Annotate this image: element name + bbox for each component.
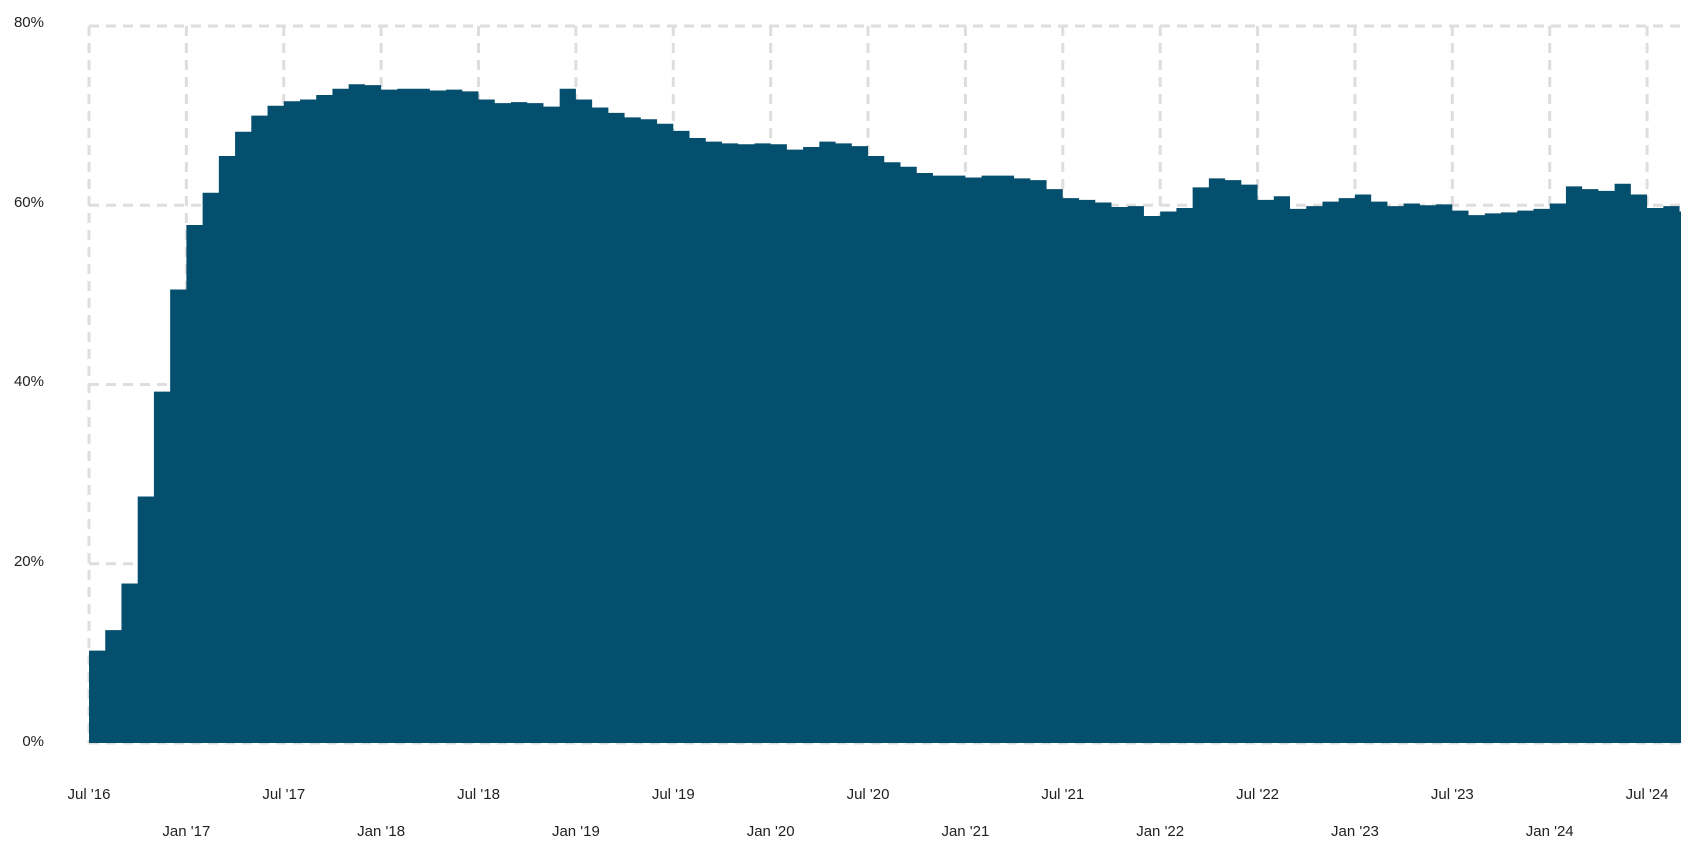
area-series <box>89 84 1681 744</box>
y-tick-label: 40% <box>14 373 44 390</box>
x-tick-label: Jul '19 <box>652 786 695 803</box>
x-tick-label: Jan '24 <box>1526 823 1574 840</box>
y-tick-label: 0% <box>22 733 44 750</box>
x-tick-label: Jan '23 <box>1331 823 1379 840</box>
y-tick-label: 20% <box>14 553 44 570</box>
y-tick-label: 60% <box>14 194 44 211</box>
x-tick-label: Jul '22 <box>1236 786 1279 803</box>
x-tick-label: Jul '23 <box>1431 786 1474 803</box>
x-axis-upper: Jul '16 Jul '17 Jul '18 Jul '19 Jul '20 Jul '… <box>68 786 1669 803</box>
x-tick-label: Jul '20 <box>847 786 890 803</box>
x-axis-lower: Jan '17 Jan '18 Jan '19 Jan '20 Jan '21 Jan '… <box>162 823 1573 840</box>
x-tick-label: Jul '17 <box>262 786 305 803</box>
y-tick-label: 80% <box>14 14 44 31</box>
x-tick-label: Jan '21 <box>941 823 989 840</box>
x-tick-label: Jan '17 <box>162 823 210 840</box>
x-tick-label: Jul '21 <box>1041 786 1084 803</box>
y-axis: 0% 20% 40% 60% 80% <box>14 14 44 750</box>
x-tick-label: Jan '20 <box>747 823 795 840</box>
x-tick-label: Jan '22 <box>1136 823 1184 840</box>
x-tick-label: Jul '16 <box>68 786 111 803</box>
x-tick-label: Jul '18 <box>457 786 500 803</box>
x-tick-label: Jul '24 <box>1626 786 1669 803</box>
x-tick-label: Jan '19 <box>552 823 600 840</box>
x-tick-label: Jan '18 <box>357 823 405 840</box>
